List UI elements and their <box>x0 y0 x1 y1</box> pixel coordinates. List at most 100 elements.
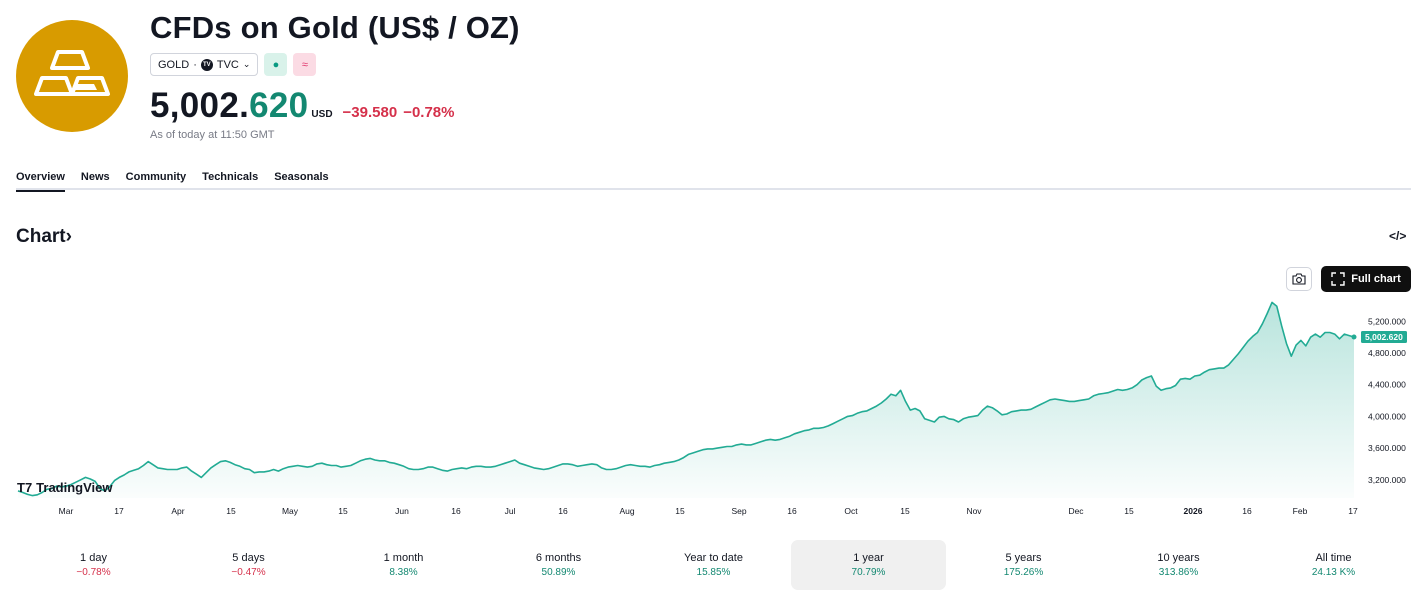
price-change: −39.580 <box>342 104 398 121</box>
period-all-time[interactable]: All time 24.13 K% <box>1256 540 1411 590</box>
period-label: Year to date <box>684 552 743 564</box>
x-tick-label: 16 <box>451 506 461 516</box>
x-tick-label: Mar <box>59 506 74 516</box>
exchange-logo-icon: TV <box>200 58 213 71</box>
x-tick-label: 16 <box>1242 506 1252 516</box>
x-tick-label: Feb <box>1293 506 1308 516</box>
period-value: −0.78% <box>76 567 111 578</box>
x-tick-label: Dec <box>1068 506 1084 516</box>
last-price-point <box>1351 334 1357 340</box>
last-value-marker <box>1361 331 1407 344</box>
period-label: 6 months <box>535 552 582 564</box>
period-label: 1 month <box>383 552 424 564</box>
tab-news[interactable]: News <box>80 171 110 183</box>
tradingview-label: TradingView <box>36 480 113 495</box>
derived-data-badge[interactable]: ≈ <box>293 53 317 76</box>
period-label: 1 year <box>853 552 884 564</box>
x-tick-label: 15 <box>226 506 236 516</box>
chart-title-label: Chart <box>16 226 66 247</box>
y-tick-label: 5,200.000 <box>1368 316 1406 326</box>
x-tick-label: Sep <box>731 506 746 516</box>
symbol-separator: · <box>193 58 197 71</box>
x-tick-label: 16 <box>787 506 797 516</box>
symbol-chip-row: GOLD · TV TVC ⌄ ● ≈ <box>150 53 317 76</box>
x-tick-label: Oct <box>844 506 858 516</box>
y-tick-label: 4,400.000 <box>1368 380 1406 390</box>
period-performance-bar: 1 day −0.78% 5 days −0.47% 1 month 8.38%… <box>16 540 1411 590</box>
period-1-day[interactable]: 1 day −0.78% <box>16 540 171 590</box>
section-tabs: Overview News Community Technicals Seaso… <box>16 171 345 192</box>
chart-section-title[interactable]: Chart› <box>16 226 72 248</box>
period-6-months[interactable]: 6 months 50.89% <box>481 540 636 590</box>
tradingview-logo-icon: T7 <box>17 480 33 495</box>
x-tick-label: 16 <box>558 506 568 516</box>
price-main: 5,002. <box>150 86 250 125</box>
symbol-selector[interactable]: GOLD · TV TVC ⌄ <box>150 53 259 76</box>
period-5-years[interactable]: 5 years 175.26% <box>946 540 1101 590</box>
price-row: 5,002. 620 USD −39.580 −0.78% <box>150 86 454 126</box>
period-label: 10 years <box>1157 552 1200 564</box>
period-value: 50.89% <box>541 567 576 578</box>
price-decimals: 620 <box>249 86 309 125</box>
period-year-to-date[interactable]: Year to date 15.85% <box>636 540 791 590</box>
camera-icon <box>1292 273 1306 285</box>
chevron-down-icon: ⌄ <box>242 59 251 69</box>
tab-overview[interactable]: Overview <box>16 171 65 192</box>
embed-code-icon[interactable]: </> <box>1389 229 1407 243</box>
page-title: CFDs on Gold (US$ / OZ) <box>150 10 520 45</box>
x-tick-label: Jul <box>505 506 516 516</box>
tabs-divider <box>16 188 1411 190</box>
x-tick-label: 2026 <box>1184 506 1203 516</box>
period-5-days[interactable]: 5 days −0.47% <box>171 540 326 590</box>
tradingview-watermark: T7 TradingView <box>17 480 113 495</box>
gold-bars-icon <box>34 50 110 96</box>
price-chart[interactable]: 3,200.000 3,600.000 4,000.000 4,400.000 4,80… <box>0 300 1423 525</box>
y-tick-label: 4,800.000 <box>1368 348 1406 358</box>
period-value: 8.38% <box>389 567 418 578</box>
last-value-label: 5,002.620 <box>1365 332 1403 342</box>
period-1-month[interactable]: 1 month 8.38% <box>326 540 481 590</box>
period-value: 175.26% <box>1003 567 1044 578</box>
x-tick-label: 15 <box>675 506 685 516</box>
price-area-fill <box>18 302 1354 498</box>
y-tick-label: 3,200.000 <box>1368 475 1406 485</box>
period-value: 24.13 K% <box>1311 567 1356 578</box>
period-1-year[interactable]: 1 year 70.79% <box>791 540 946 590</box>
x-tick-label: 15 <box>338 506 348 516</box>
tab-technicals[interactable]: Technicals <box>202 171 259 183</box>
x-tick-label: 17 <box>114 506 124 516</box>
full-chart-label: Full chart <box>1351 273 1401 285</box>
x-tick-label: 15 <box>1124 506 1134 516</box>
symbol-label: GOLD <box>158 58 190 71</box>
fullscreen-icon <box>1331 272 1345 286</box>
period-label: 1 day <box>80 552 107 564</box>
y-tick-label: 3,600.000 <box>1368 443 1406 453</box>
x-tick-label: 17 <box>1348 506 1358 516</box>
price-currency: USD <box>311 109 333 120</box>
snapshot-button[interactable] <box>1286 267 1312 291</box>
x-tick-label: May <box>282 506 299 516</box>
x-tick-label: Aug <box>619 506 634 516</box>
market-status-badge[interactable]: ● <box>264 53 288 76</box>
gold-logo <box>16 20 128 132</box>
tab-seasonals[interactable]: Seasonals <box>274 171 329 183</box>
period-value: 70.79% <box>851 567 886 578</box>
y-tick-label: 4,000.000 <box>1368 411 1406 421</box>
as-of-timestamp: As of today at 11:50 GMT <box>150 129 275 141</box>
period-10-years[interactable]: 10 years 313.86% <box>1101 540 1256 590</box>
x-tick-label: 15 <box>900 506 910 516</box>
price-change-percent: −0.78% <box>403 104 455 121</box>
period-value: 15.85% <box>696 567 731 578</box>
x-tick-label: Nov <box>966 506 982 516</box>
chevron-right-icon: › <box>65 226 72 247</box>
period-value: −0.47% <box>231 567 266 578</box>
period-value: 313.86% <box>1158 567 1199 578</box>
period-label: All time <box>1315 552 1352 564</box>
x-tick-label: Jun <box>395 506 409 516</box>
exchange-label: TVC <box>216 58 239 71</box>
period-label: 5 days <box>232 552 265 564</box>
price-line <box>17 301 1355 497</box>
tab-community[interactable]: Community <box>125 171 187 183</box>
full-chart-button[interactable]: Full chart <box>1321 266 1411 292</box>
x-tick-label: Apr <box>171 506 184 516</box>
